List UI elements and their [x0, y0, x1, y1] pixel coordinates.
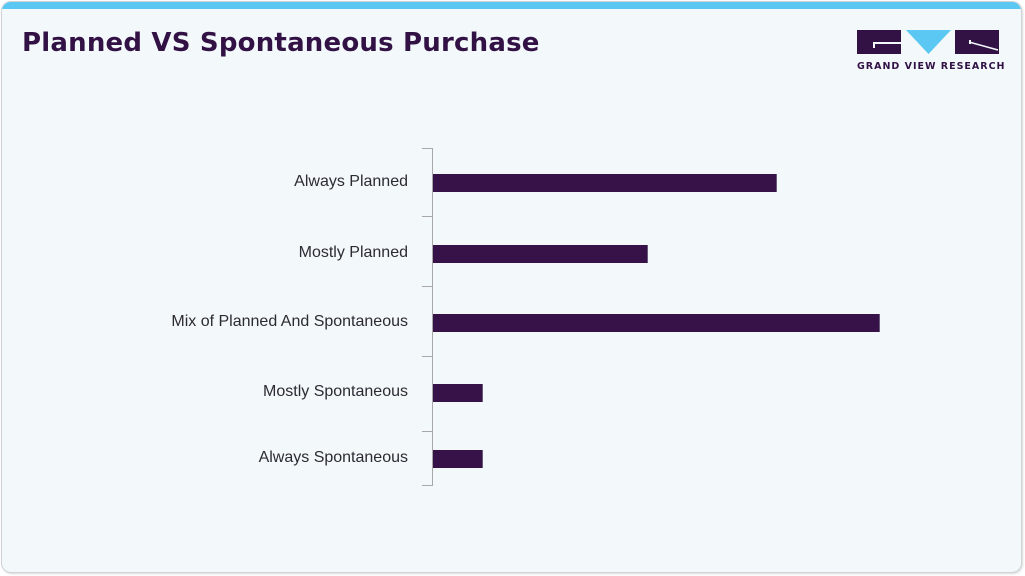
category-label: Always Spontaneous [258, 449, 408, 466]
bar-mostly-spontaneous [433, 384, 483, 402]
gvr-logo-icon [857, 30, 999, 54]
y-axis-tick [422, 431, 433, 432]
y-axis-tick [422, 148, 433, 149]
category-label: Mostly Planned [298, 244, 408, 261]
bar-always-spontaneous [433, 450, 483, 468]
bar-always-planned [433, 174, 777, 192]
category-label: Always Planned [294, 173, 408, 190]
y-axis-tick [422, 286, 433, 287]
bar-mostly-planned [433, 245, 648, 263]
y-axis-tick [422, 216, 433, 217]
chart-title: Planned VS Spontaneous Purchase [22, 28, 540, 58]
y-axis-tick [422, 356, 433, 357]
category-label: Mostly Spontaneous [263, 383, 408, 400]
grand-view-research-logo: GRAND VIEW RESEARCH [857, 30, 1006, 74]
y-axis-tick [422, 485, 433, 486]
logo-text: GRAND VIEW RESEARCH [857, 61, 1006, 72]
bar-mix-of-planned-and-spontaneous [433, 314, 880, 332]
y-axis-line [432, 149, 433, 486]
category-label: Mix of Planned And Spontaneous [171, 313, 408, 330]
accent-bar [2, 2, 1021, 9]
